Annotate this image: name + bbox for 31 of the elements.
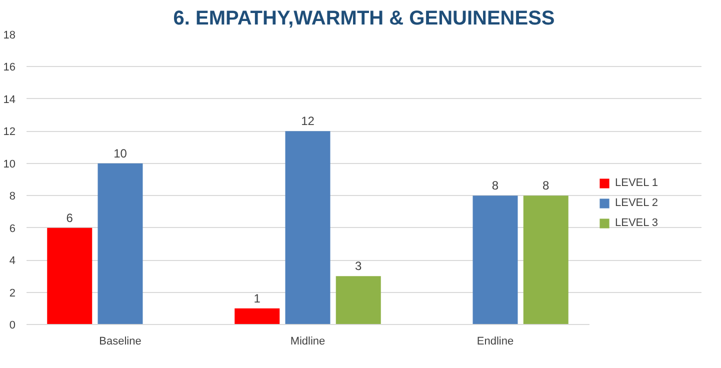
chart-title: 6. EMPATHY,WARMTH & GENUINENESS [173, 8, 555, 30]
legend-label: LEVEL 1 [615, 177, 658, 189]
data-label: 3 [355, 259, 362, 274]
x-tick-label: Midline [290, 336, 326, 348]
bar [523, 196, 568, 324]
x-tick-label: Baseline [99, 336, 142, 348]
bar [47, 228, 92, 324]
y-tick-label: 12 [3, 126, 16, 138]
bar [285, 131, 330, 324]
bar [336, 276, 381, 324]
data-label: 6 [66, 210, 74, 225]
data-label: 8 [492, 178, 499, 193]
data-label: 12 [301, 114, 315, 128]
y-tick-label: 16 [3, 62, 16, 74]
legend-label: LEVEL 3 [615, 217, 658, 229]
y-tick-label: 4 [9, 255, 16, 268]
legend-label: LEVEL 2 [615, 197, 658, 209]
bar [472, 196, 518, 324]
bar [98, 163, 143, 324]
y-tick-label: 8 [9, 190, 16, 203]
y-tick-label: 14 [3, 94, 16, 106]
data-label: 10 [114, 146, 128, 160]
y-tick-label: 2 [9, 287, 16, 300]
data-label: 8 [542, 178, 550, 193]
data-label: 1 [254, 291, 261, 306]
y-tick-label: 10 [3, 158, 16, 170]
x-tick-label: Endline [476, 336, 514, 348]
y-tick-label: 0 [9, 320, 16, 332]
y-tick-label: 18 [3, 30, 16, 42]
bar [234, 308, 280, 324]
y-tick-label: 6 [9, 222, 16, 235]
